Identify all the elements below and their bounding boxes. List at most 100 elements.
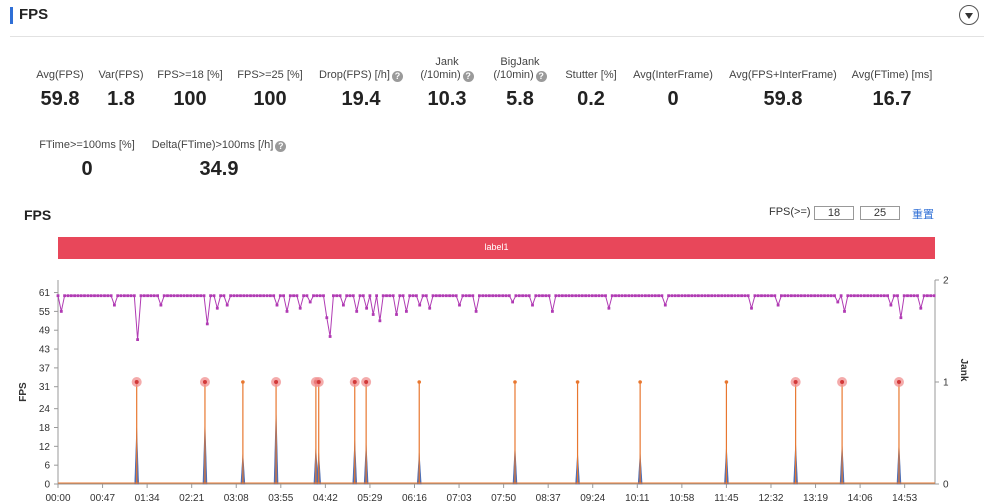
threshold-input-1[interactable]: 18 bbox=[814, 206, 854, 220]
label-band-text: label1 bbox=[484, 242, 509, 252]
fps-point bbox=[109, 294, 113, 298]
fps-point bbox=[322, 294, 325, 298]
fps-point bbox=[644, 294, 647, 298]
fps-point bbox=[723, 294, 727, 298]
fps-point bbox=[398, 294, 402, 298]
fps-point bbox=[232, 294, 236, 298]
fps-point bbox=[647, 294, 651, 298]
fps-point bbox=[288, 294, 292, 298]
metric-bigjank: BigJank (/10min)? 5.8 bbox=[488, 56, 552, 111]
fps-point bbox=[717, 294, 720, 298]
jank-marker bbox=[575, 380, 580, 384]
x-tick-label: 00:47 bbox=[90, 493, 115, 504]
fps-point bbox=[471, 294, 475, 298]
fps-point bbox=[242, 294, 246, 298]
y-left-tick-label: 31 bbox=[39, 382, 51, 393]
x-tick-label: 02:21 bbox=[179, 493, 204, 504]
fps-point bbox=[315, 294, 319, 298]
label-band[interactable]: label1 bbox=[58, 237, 935, 259]
fps-point bbox=[239, 294, 242, 298]
fps-series-line bbox=[57, 294, 935, 340]
fps-point bbox=[524, 294, 528, 298]
threshold-input-2[interactable]: 25 bbox=[860, 206, 900, 220]
fps-point bbox=[162, 294, 166, 298]
fps-point bbox=[597, 294, 601, 298]
fps-point bbox=[468, 294, 471, 298]
fps-point bbox=[713, 294, 717, 298]
fps-point bbox=[371, 313, 375, 316]
fps-point bbox=[527, 294, 531, 298]
collapse-chevron-icon[interactable] bbox=[959, 5, 979, 25]
fps-point bbox=[444, 294, 448, 298]
x-tick-label: 11:45 bbox=[714, 493, 739, 504]
fps-point bbox=[663, 303, 667, 307]
help-icon[interactable]: ? bbox=[462, 71, 474, 82]
fps-point bbox=[906, 294, 909, 298]
fps-point bbox=[909, 294, 913, 298]
bigjank-dot bbox=[316, 380, 321, 384]
threshold-label: FPS(>=) bbox=[769, 206, 811, 218]
fps-point bbox=[610, 294, 614, 298]
y-right-tick-label: 2 bbox=[943, 276, 949, 287]
fps-point bbox=[96, 294, 100, 298]
fps-point bbox=[225, 303, 229, 307]
bigjank-dot bbox=[840, 380, 845, 384]
metric-label-line2: (/10min)? bbox=[488, 69, 552, 82]
fps-point bbox=[570, 294, 574, 298]
fps-point bbox=[697, 294, 700, 298]
metric-value: 34.9 bbox=[199, 158, 239, 180]
fps-point bbox=[89, 294, 93, 298]
x-tick-label: 10:11 bbox=[625, 493, 650, 504]
fps-point bbox=[119, 294, 123, 298]
fps-point bbox=[630, 294, 634, 298]
bigjank-dot bbox=[793, 380, 798, 384]
metric-avg-ftime: Avg(FTime) [ms] 16.7 bbox=[846, 69, 938, 111]
fps-point bbox=[866, 294, 870, 298]
fps-point bbox=[328, 335, 332, 338]
fps-point bbox=[103, 294, 106, 298]
x-tick-label: 03:08 bbox=[224, 493, 249, 504]
fps-point bbox=[790, 294, 793, 298]
fps-point bbox=[896, 294, 899, 298]
fps-point bbox=[919, 306, 923, 310]
fps-point bbox=[249, 294, 252, 298]
fps-point bbox=[139, 294, 143, 298]
fps-point bbox=[182, 294, 186, 298]
fps-point bbox=[843, 310, 846, 313]
y-left-tick-label: 18 bbox=[39, 423, 51, 434]
fps-point bbox=[405, 310, 408, 313]
fps-point bbox=[726, 294, 730, 298]
metric-label: Avg(FPS+InterFrame) bbox=[729, 69, 837, 81]
fps-point bbox=[378, 319, 382, 323]
fps-point bbox=[411, 294, 415, 298]
fps-point bbox=[458, 303, 461, 307]
fps-point bbox=[823, 294, 826, 298]
fps-point bbox=[863, 294, 866, 298]
reset-button[interactable]: 重置 bbox=[912, 209, 934, 221]
jank-marker bbox=[724, 380, 729, 384]
help-icon[interactable]: ? bbox=[275, 141, 287, 152]
help-icon[interactable]: ? bbox=[535, 71, 547, 82]
fps-point bbox=[176, 294, 179, 298]
metric-label: Jank bbox=[435, 56, 459, 68]
fps-point bbox=[889, 303, 893, 307]
fps-point bbox=[212, 294, 216, 298]
fps-point bbox=[272, 294, 276, 298]
fps-point bbox=[156, 294, 159, 298]
fps-point bbox=[637, 294, 641, 298]
fps-point bbox=[564, 294, 568, 298]
fps-point bbox=[265, 294, 269, 298]
y-left-tick-label: 55 bbox=[39, 307, 51, 318]
fps-point bbox=[126, 294, 130, 298]
fps-point bbox=[892, 294, 896, 298]
fps-point bbox=[932, 294, 936, 298]
fps-point bbox=[743, 294, 747, 298]
fps-point bbox=[819, 294, 823, 298]
fps-point bbox=[497, 294, 501, 298]
metric-label-line2: (/10min)? bbox=[415, 69, 479, 82]
metric-value: 16.7 bbox=[872, 88, 912, 110]
fps-point bbox=[886, 294, 889, 298]
fps-point bbox=[799, 294, 803, 298]
help-icon[interactable]: ? bbox=[391, 71, 403, 82]
